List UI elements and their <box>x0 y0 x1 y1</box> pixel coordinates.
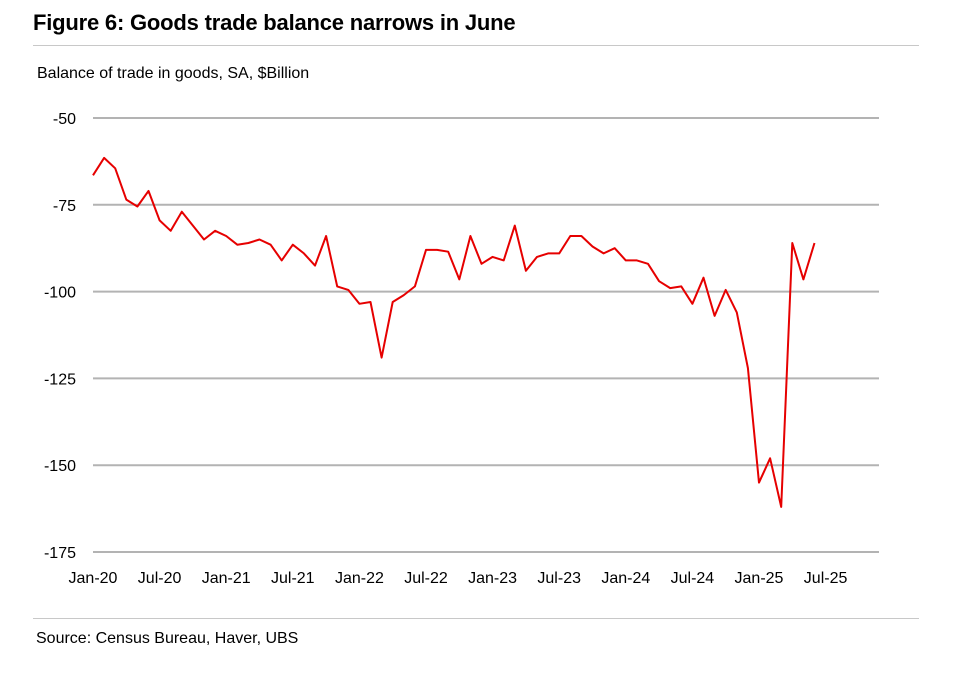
series-line <box>92 156 816 508</box>
y-tick-label: -50 <box>53 111 76 128</box>
y-tick-label: -75 <box>53 198 76 215</box>
x-tick-label: Jul-21 <box>271 570 315 587</box>
y-tick-labels: -50 -75 -100 -125 -150 -175 <box>44 111 76 562</box>
y-tick-label: -100 <box>44 285 76 302</box>
x-tick-label: Jul-23 <box>537 570 581 587</box>
y-tick-label: -175 <box>44 545 76 562</box>
y-tick-label: -150 <box>44 458 76 475</box>
bottom-divider <box>33 618 919 619</box>
x-tick-label: Jul-25 <box>804 570 848 587</box>
x-tick-label: Jul-22 <box>404 570 448 587</box>
chart-title: Figure 6: Goods trade balance narrows in… <box>33 10 516 35</box>
x-tick-label: Jul-24 <box>671 570 715 587</box>
x-tick-label: Jul-20 <box>138 570 182 587</box>
series-layer <box>92 156 816 508</box>
x-tick-label: Jan-25 <box>735 570 784 587</box>
x-tick-labels: Jan-20 Jul-20 Jan-21 Jul-21 Jan-22 Jul-22 Jan-… <box>69 570 848 587</box>
y-axis-label: Balance of trade in goods, SA, $Billion <box>37 65 310 82</box>
x-tick-label: Jan-24 <box>601 570 650 587</box>
x-tick-label: Jan-23 <box>468 570 517 587</box>
x-tick-label: Jan-22 <box>335 570 384 587</box>
top-divider <box>33 45 919 46</box>
x-tick-label: Jan-21 <box>202 570 251 587</box>
x-tick-label: Jan-20 <box>69 570 118 587</box>
gridlines <box>93 117 879 553</box>
source-note: Source: Census Bureau, Haver, UBS <box>36 630 299 647</box>
y-tick-label: -125 <box>44 371 76 388</box>
